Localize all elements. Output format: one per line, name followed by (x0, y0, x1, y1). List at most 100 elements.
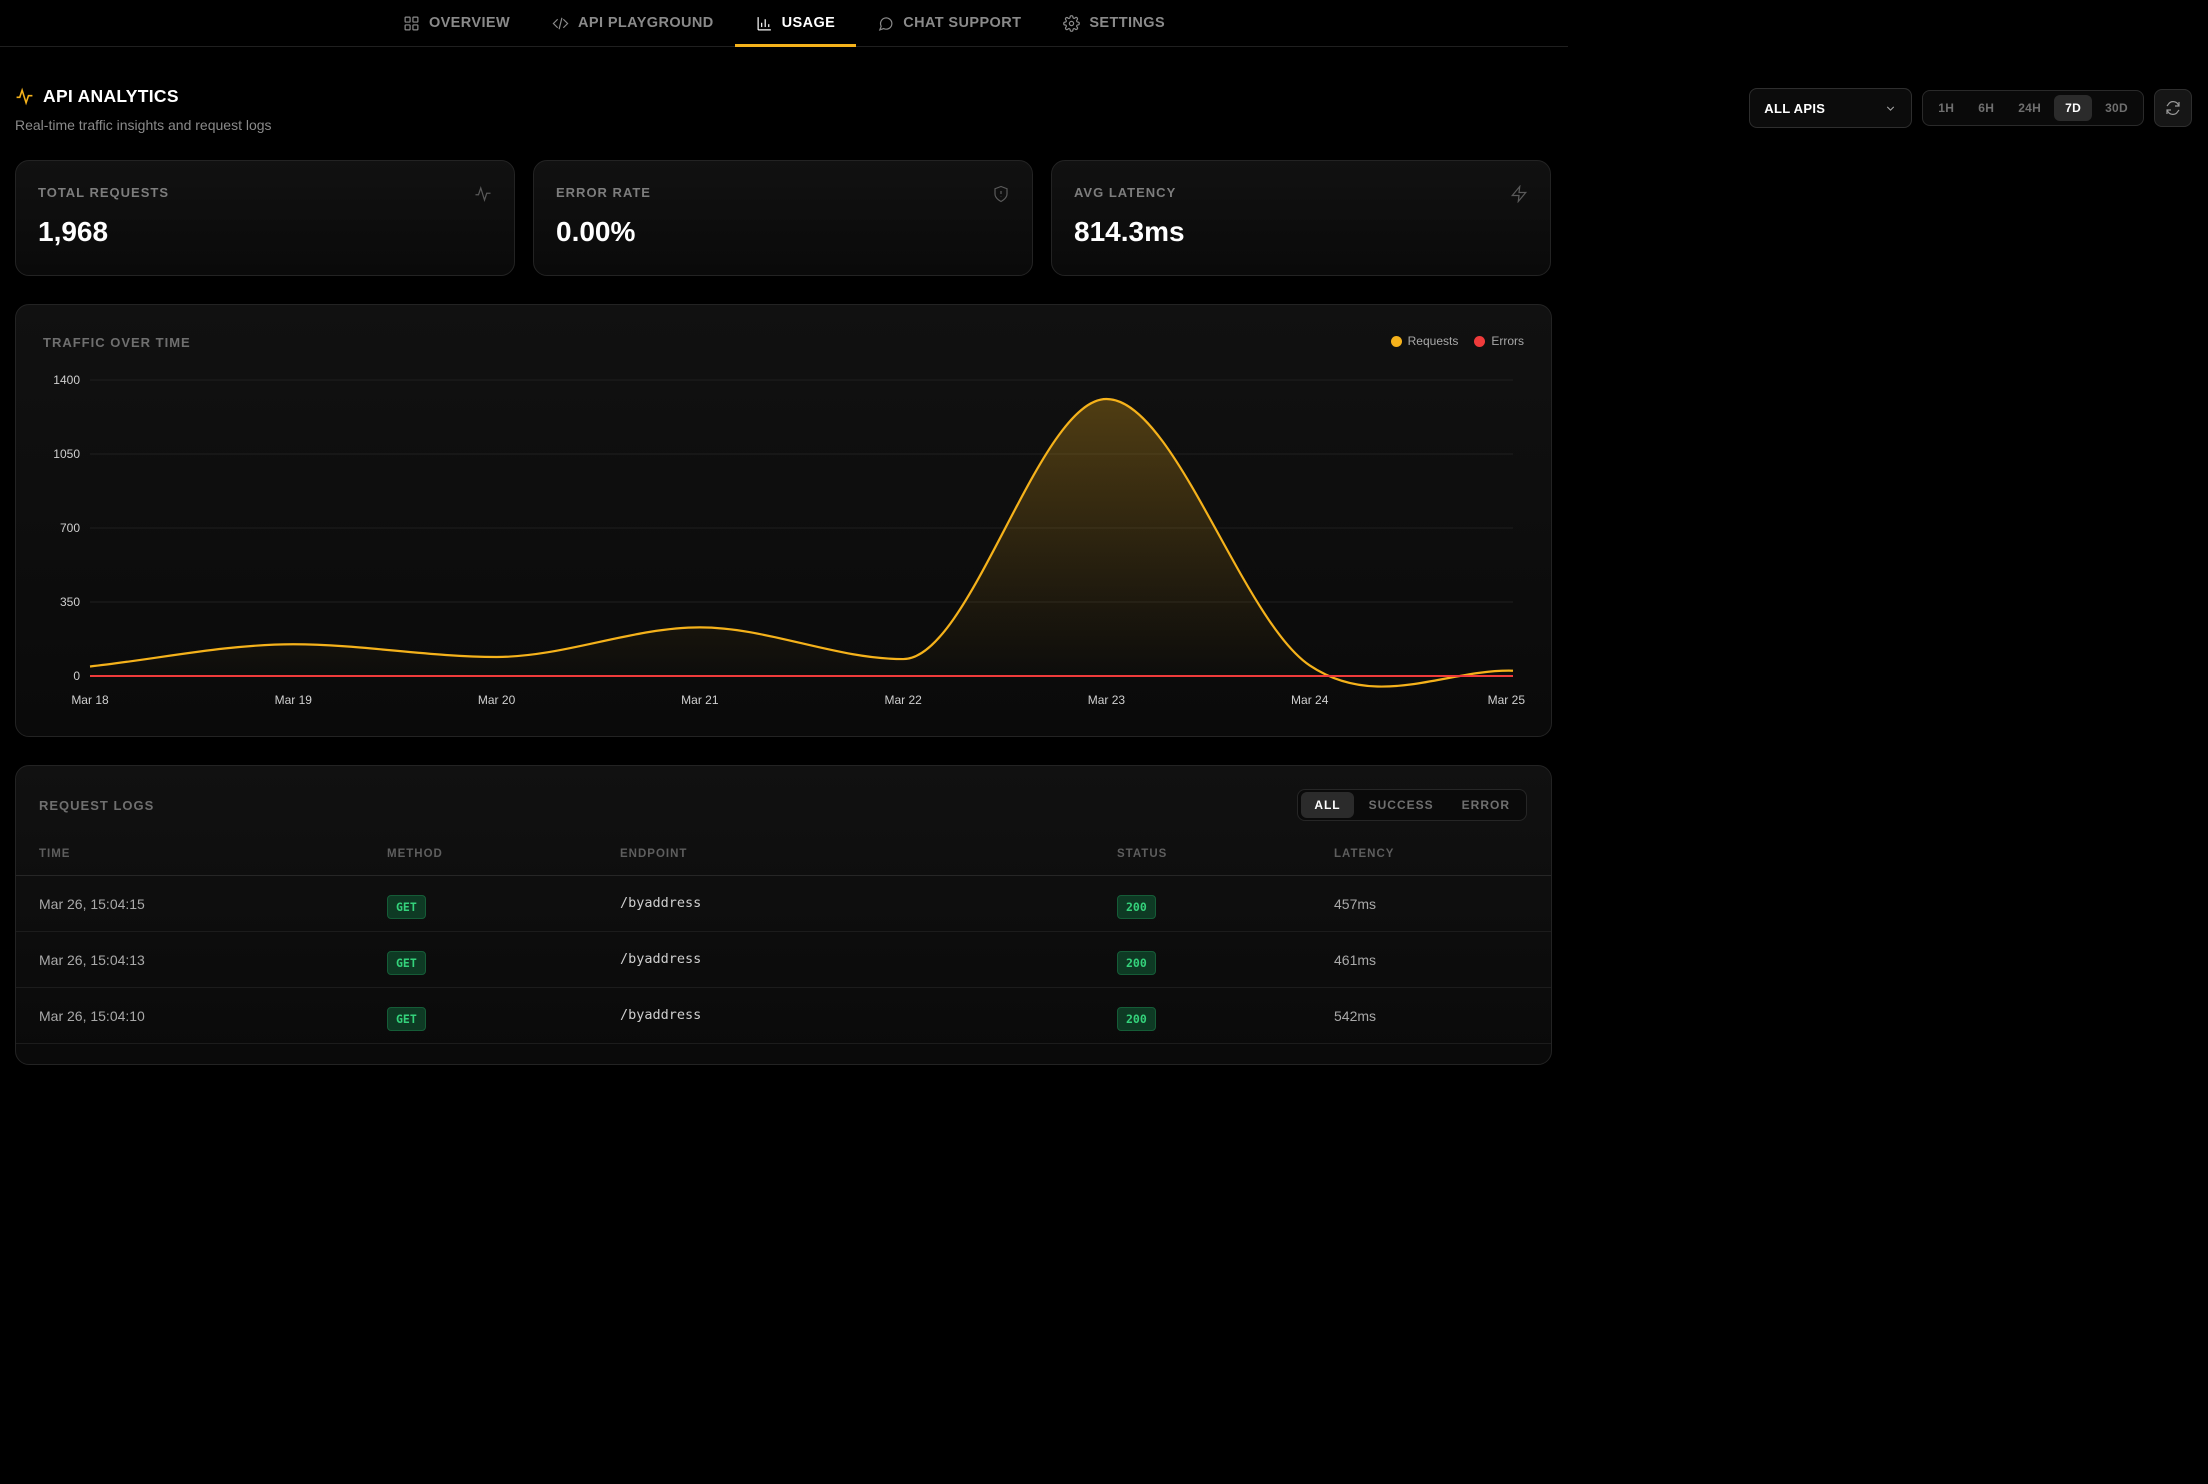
column-header-endpoint[interactable]: ENDPOINT (620, 848, 688, 860)
api-select-value: ALL APIS (1764, 100, 1826, 116)
nav-tab-chat-support[interactable]: CHAT SUPPORT (856, 0, 1042, 46)
y-tick-label: 0 (73, 669, 80, 683)
legend-dot (1474, 335, 1486, 347)
status-badge: 200 (1117, 951, 1156, 975)
header-controls: ALL APIS 1H 6H 24H 7D 30D (1749, 88, 2192, 128)
page-title: API ANALYTICS (15, 86, 272, 107)
page-header: API ANALYTICS Real-time traffic insights… (15, 86, 272, 133)
refresh-button[interactable] (2154, 89, 2192, 127)
stat-value: 814.3ms (1074, 216, 1185, 247)
refresh-icon (2166, 101, 2180, 115)
nav-tab-label: OVERVIEW (428, 15, 511, 31)
code-icon (552, 17, 569, 29)
table-row[interactable]: Mar 26, 15:04:13 GET /byaddress 200 461m… (16, 932, 1551, 988)
shield-icon (994, 185, 1008, 203)
legend-dot (1390, 335, 1402, 347)
stat-label: TOTAL REQUESTS (38, 185, 170, 200)
table-row[interactable]: Mar 26, 15:04:15 GET /byaddress 200 457m… (16, 876, 1551, 932)
traffic-chart: 0 350 700 1050 1400 Mar 18 Mar 19 Mar 20 Mar 21 M… (53, 373, 1526, 707)
legend-label: Errors (1491, 334, 1524, 348)
api-select-dropdown[interactable]: ALL APIS (1749, 88, 1913, 128)
filter-all-button[interactable]: ALL (1301, 792, 1354, 818)
bar-chart-icon (757, 16, 771, 30)
cell-endpoint: /byaddress (620, 895, 702, 911)
x-tick-label: Mar 21 (681, 693, 719, 707)
cell-time: Mar 26, 15:04:13 (39, 952, 145, 968)
range-1h-button[interactable]: 1H (1938, 101, 1955, 115)
chart-legend: Requests Errors (1390, 334, 1524, 348)
nav-tab-label: API PLAYGROUND (578, 15, 714, 31)
range-24h-button[interactable]: 24H (2018, 101, 2042, 115)
chat-bubble-icon (879, 16, 893, 31)
stat-card-error-rate: ERROR RATE 0.00% (533, 160, 1033, 276)
x-tick-label: Mar 18 (71, 693, 109, 707)
table-row[interactable]: Mar 26, 15:04:10 GET /byaddress 200 542m… (16, 988, 1551, 1044)
time-range-selector: 1H 6H 24H 7D 30D (1922, 90, 2144, 126)
cell-latency: 457ms (1334, 896, 1377, 912)
nav-tab-api-playground[interactable]: API PLAYGROUND (531, 0, 735, 46)
grid-icon (404, 16, 419, 30)
logs-title: REQUEST LOGS (39, 798, 155, 813)
lightning-icon (1510, 185, 1528, 203)
y-tick-label: 700 (60, 521, 80, 535)
traffic-chart-card: TRAFFIC OVER TIME Requests Errors 0 350 70… (15, 304, 1552, 737)
cell-endpoint: /byaddress (620, 1007, 702, 1023)
method-badge: GET (387, 895, 426, 919)
stat-label: AVG LATENCY (1074, 185, 1177, 200)
filter-error-button[interactable]: ERROR (1461, 798, 1510, 812)
page-title-text: API ANALYTICS (43, 86, 179, 106)
range-7d-button[interactable]: 7D (2054, 95, 2093, 121)
method-badge: GET (387, 1007, 426, 1031)
y-tick-label: 1400 (53, 373, 80, 387)
stat-card-total-requests: TOTAL REQUESTS 1,968 (15, 160, 515, 276)
cell-endpoint: /byaddress (620, 951, 702, 967)
chevron-down-icon (1887, 106, 1895, 111)
legend-item-requests[interactable]: Requests (1390, 334, 1459, 348)
nav-tab-label: CHAT SUPPORT (903, 15, 1022, 31)
nav-tab-label: SETTINGS (1089, 15, 1166, 31)
cell-time: Mar 26, 15:04:15 (39, 896, 145, 912)
column-header-method[interactable]: METHOD (387, 848, 443, 860)
table-header: TIME METHOD ENDPOINT STATUS LATENCY (16, 842, 1551, 876)
column-header-status[interactable]: STATUS (1117, 848, 1168, 860)
page-subtitle: Real-time traffic insights and request l… (15, 117, 272, 133)
x-tick-label: Mar 25 (1488, 693, 1526, 707)
activity-icon (16, 87, 33, 106)
cell-time: Mar 26, 15:04:10 (39, 1008, 145, 1024)
stat-value: 0.00% (556, 216, 636, 247)
nav-tab-usage[interactable]: USAGE (734, 0, 857, 47)
stat-card-avg-latency: AVG LATENCY 814.3ms (1051, 160, 1551, 276)
x-tick-label: Mar 24 (1291, 693, 1329, 707)
gear-icon (1063, 14, 1081, 32)
x-tick-label: Mar 20 (478, 693, 516, 707)
filter-success-button[interactable]: SUCCESS (1368, 798, 1434, 812)
column-header-latency[interactable]: LATENCY (1334, 848, 1395, 860)
legend-label: Requests (1407, 334, 1459, 348)
y-tick-label: 1050 (53, 447, 80, 461)
legend-item-errors[interactable]: Errors (1474, 334, 1524, 348)
request-logs-card: REQUEST LOGS ALL SUCCESS ERROR TIME METH… (15, 765, 1552, 1065)
range-6h-button[interactable]: 6H (1978, 101, 1995, 115)
chart-title: TRAFFIC OVER TIME (43, 335, 191, 350)
top-nav: OVERVIEW API PLAYGROUND USAGE CHAT SUPPO… (0, 0, 1568, 47)
cell-latency: 542ms (1334, 1008, 1377, 1024)
activity-icon (475, 186, 491, 202)
nav-tab-overview[interactable]: OVERVIEW (382, 0, 531, 46)
requests-area (90, 399, 1513, 687)
nav-tab-label: USAGE (781, 15, 836, 31)
stat-label: ERROR RATE (556, 185, 651, 200)
x-tick-label: Mar 19 (275, 693, 313, 707)
y-tick-label: 350 (60, 595, 80, 609)
x-tick-label: Mar 22 (884, 693, 922, 707)
method-badge: GET (387, 951, 426, 975)
x-tick-label: Mar 23 (1088, 693, 1126, 707)
column-header-time[interactable]: TIME (39, 848, 71, 860)
range-30d-button[interactable]: 30D (2105, 101, 2128, 115)
status-badge: 200 (1117, 895, 1156, 919)
stat-value: 1,968 (38, 216, 109, 247)
log-filter-group: ALL SUCCESS ERROR (1297, 789, 1527, 821)
cell-latency: 461ms (1334, 952, 1377, 968)
nav-tab-settings[interactable]: SETTINGS (1042, 0, 1186, 46)
requests-line (89, 397, 1514, 688)
status-badge: 200 (1117, 1007, 1156, 1031)
